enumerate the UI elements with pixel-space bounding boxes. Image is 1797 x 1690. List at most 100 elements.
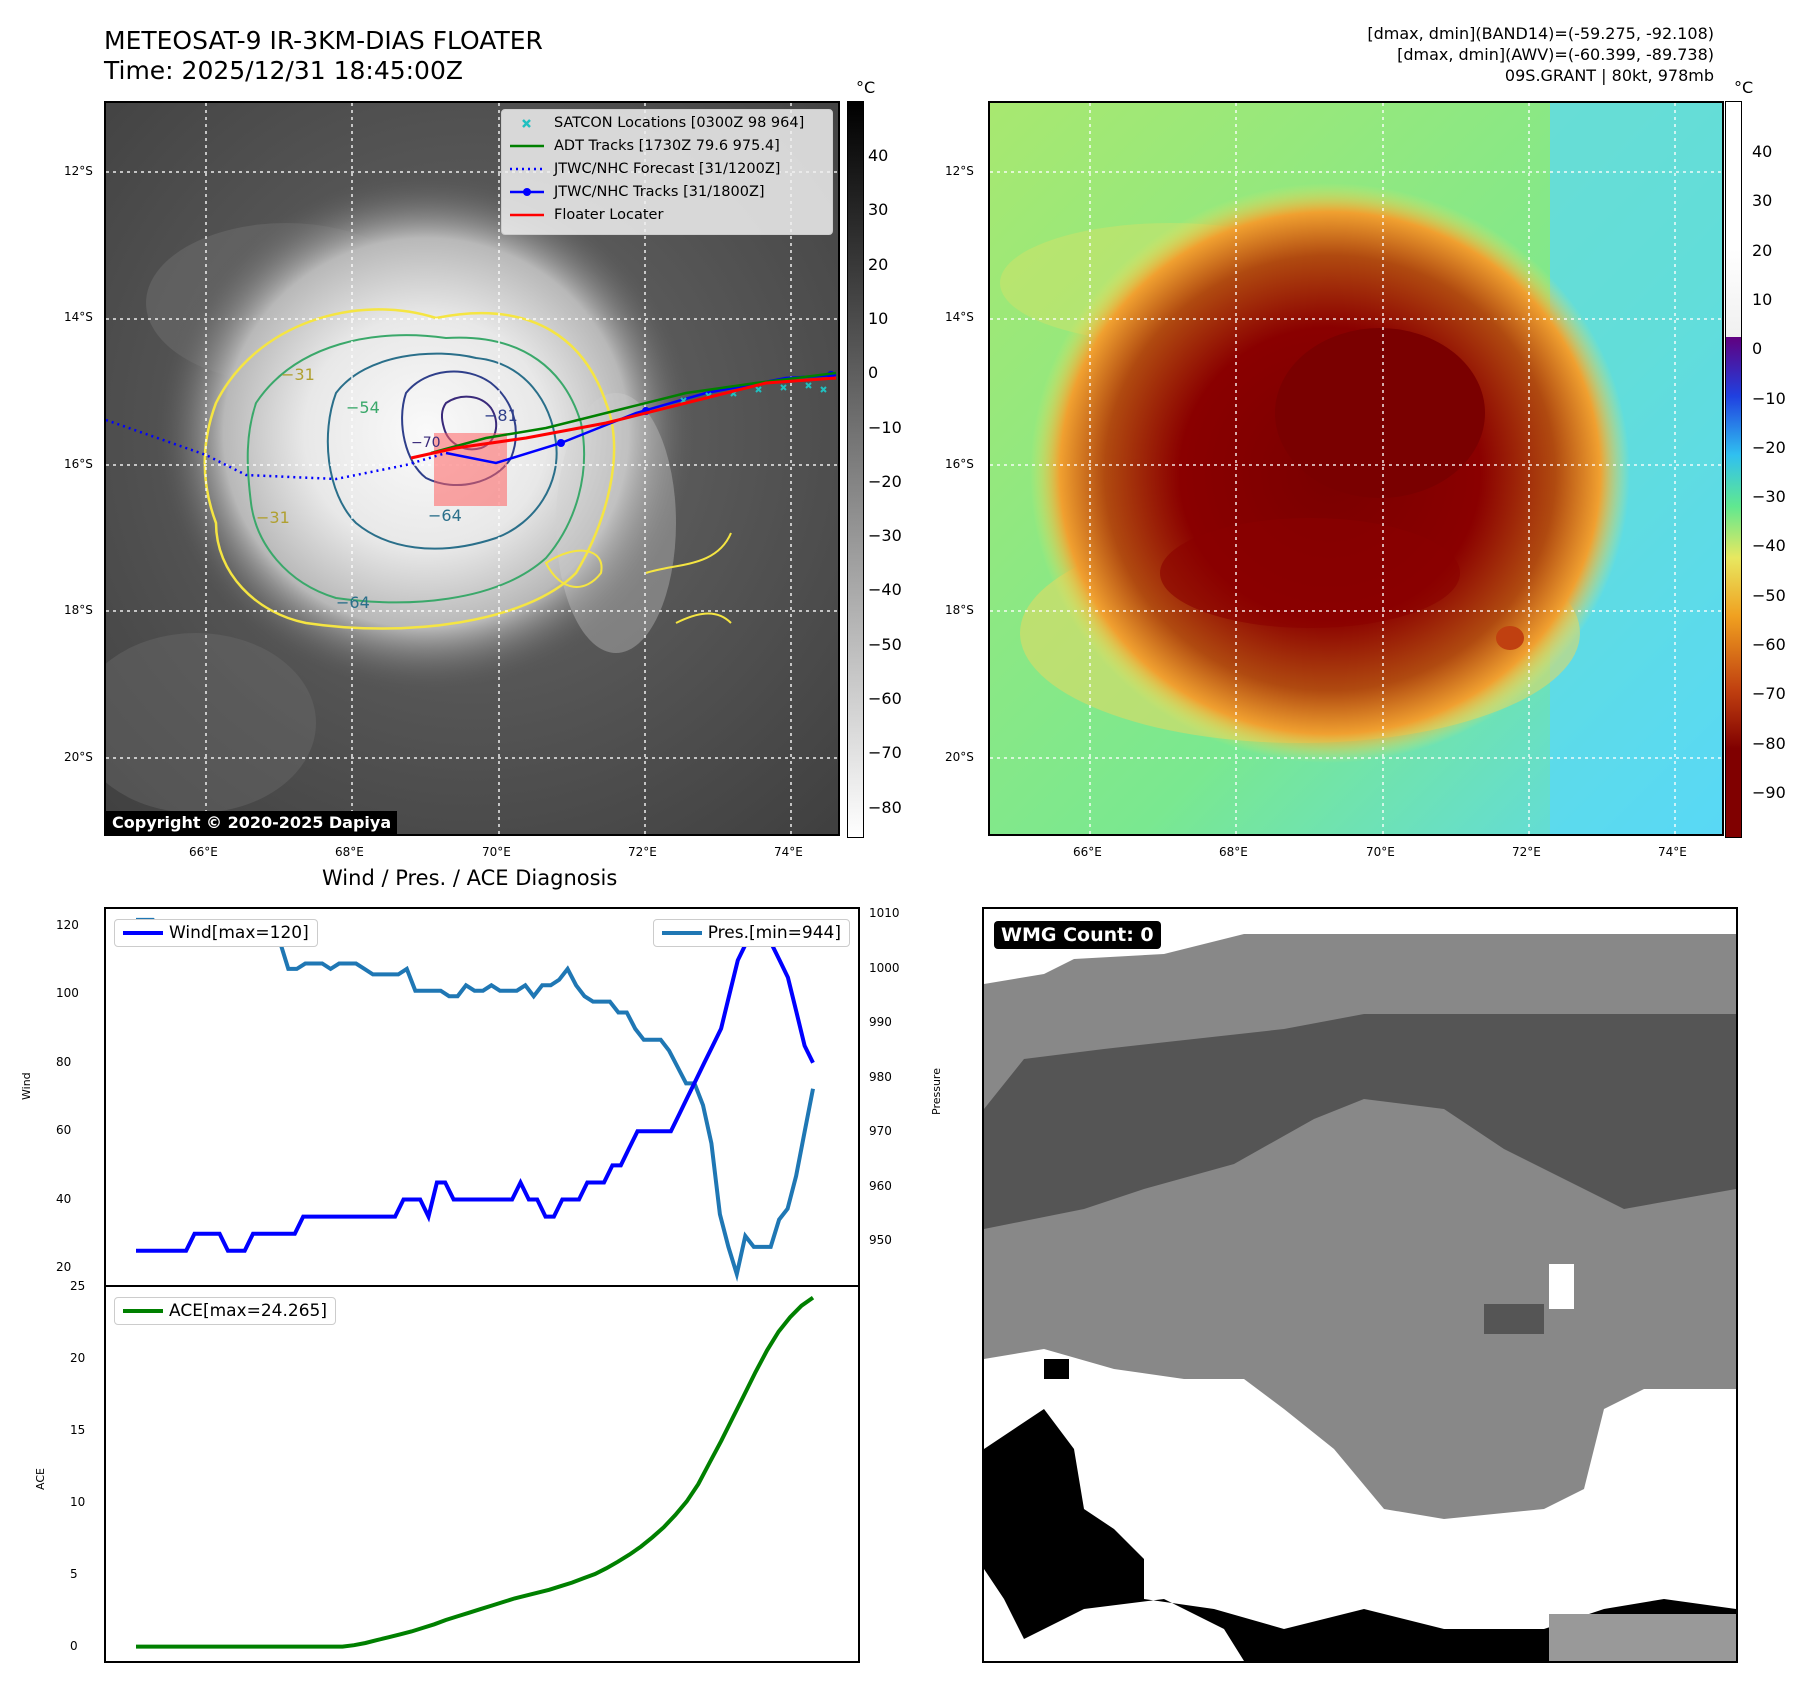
band14-range-text: [dmax, dmin](BAND14)=(-59.275, -92.108) <box>1367 24 1714 43</box>
awv-colorbar-tick: 0 <box>1752 339 1763 359</box>
pressure-legend-label: Pres.[min=944] <box>707 923 841 943</box>
pressure-tick-label: 980 <box>869 1069 892 1084</box>
ir-colorbar-tick: 10 <box>868 308 889 328</box>
pressure-axis-label: Pressure <box>930 1068 943 1115</box>
pressure-series-line <box>136 917 815 1282</box>
awv-colorbar-tick: 40 <box>1752 142 1773 161</box>
awv-colorbar-tick: 30 <box>1752 191 1773 211</box>
ir-lon-label: 72°E <box>628 845 657 859</box>
awv-lat-label: 18°S <box>945 603 974 617</box>
awv-lat-label: 12°S <box>945 164 974 178</box>
ace-tick-label: 0 <box>70 1638 78 1653</box>
ir-colorbar-tick: −20 <box>868 471 902 491</box>
wind-legend: Wind[max=120] <box>114 919 318 947</box>
figure-title: METEOSAT-9 IR-3KM-DIAS FLOATER <box>104 26 543 55</box>
awv-colorbar <box>1725 101 1742 838</box>
ir-lat-label: 20°S <box>64 750 93 764</box>
wind-tick-label: 120 <box>56 918 79 933</box>
wmg-count-badge: WMG Count: 0 <box>994 921 1161 949</box>
wind-legend-label: Wind[max=120] <box>169 923 309 943</box>
ir-colorbar-tick: 20 <box>868 254 889 274</box>
pressure-legend: Pres.[min=944] <box>652 919 850 947</box>
ace-tick-label: 15 <box>70 1422 86 1437</box>
legend-forecast-label: JTWC/NHC Forecast [31/1200Z] <box>554 161 781 177</box>
ir-colorbar <box>847 101 864 838</box>
awv-lat-label: 14°S <box>945 310 974 324</box>
ace-series-line <box>136 1295 815 1649</box>
awv-colorbar-tick: −20 <box>1752 437 1786 457</box>
awv-lon-label: 70°E <box>1366 845 1395 859</box>
ace-axis-label: ACE <box>34 1468 47 1490</box>
ace-tick-label: 5 <box>70 1566 78 1581</box>
ir-lon-label: 68°E <box>335 845 364 859</box>
ace-tick-label: 25 <box>70 1279 86 1293</box>
legend-satcon-label: SATCON Locations [0300Z 98 964] <box>554 115 805 131</box>
ir-lon-label: 66°E <box>189 845 218 859</box>
awv-lon-label: 74°E <box>1658 845 1687 859</box>
wind-tick-label: 80 <box>56 1054 72 1069</box>
pressure-tick-label: 1000 <box>869 960 900 975</box>
ace-tick-label: 10 <box>70 1494 86 1509</box>
contour-label-64b: −64 <box>336 593 370 612</box>
wind-tick-label: 40 <box>56 1191 72 1206</box>
ir-colorbar-tick: 30 <box>868 200 889 220</box>
ir-colorbar-tick: 0 <box>868 363 879 383</box>
ir-lat-label: 18°S <box>64 603 93 617</box>
ir-lat-label: 12°S <box>64 164 93 178</box>
wind-legend-swatch <box>123 931 163 935</box>
awv-colorbar-tick: −10 <box>1752 388 1786 408</box>
ace-legend-label: ACE[max=24.265] <box>169 1301 327 1321</box>
legend-satcon-marker <box>522 119 531 128</box>
ir-satellite-image: −81 −64 −64 −54 −31 −31 −70 SATCON Locat… <box>104 101 840 836</box>
wind-series-line <box>136 922 815 1253</box>
wind-axis-label: Wind <box>20 1072 33 1100</box>
contour-label-31b: −31 <box>256 508 290 527</box>
wind-tick-label: 100 <box>56 986 79 1001</box>
ir-lat-label: 14°S <box>64 310 93 324</box>
ir-legend: SATCON Locations [0300Z 98 964] ADT Trac… <box>501 109 833 235</box>
ir-lat-label: 16°S <box>64 457 93 471</box>
wind-pressure-svg <box>136 917 815 1282</box>
contour-label-81: −81 <box>484 406 518 425</box>
awv-colorbar-tick: −40 <box>1752 536 1786 556</box>
legend-track-label: JTWC/NHC Tracks [31/1800Z] <box>554 184 765 200</box>
ir-colorbar-tick: −30 <box>868 526 902 546</box>
figure-time: Time: 2025/12/31 18:45:00Z <box>104 56 463 85</box>
awv-range-text: [dmax, dmin](AWV)=(-60.399, -89.738) <box>1397 45 1714 64</box>
wind-tick-label: 20 <box>56 1259 72 1274</box>
ace-tick-label: 20 <box>70 1350 86 1365</box>
awv-lon-label: 66°E <box>1073 845 1102 859</box>
pressure-legend-swatch <box>661 931 702 935</box>
awv-satellite-image <box>988 101 1724 836</box>
pressure-tick-label: 1010 <box>869 906 900 921</box>
ace-chart: ACE[max=24.265] <box>104 1285 860 1663</box>
wmg-image-svg <box>984 909 1736 1661</box>
pressure-tick-label: 990 <box>869 1015 892 1030</box>
pressure-tick-label: 950 <box>869 1233 892 1248</box>
awv-lat-label: 20°S <box>945 750 974 764</box>
ir-lon-label: 70°E <box>482 845 511 859</box>
awv-colorbar-tick: −30 <box>1752 487 1786 507</box>
copyright-badge: Copyright © 2020-2025 Dapiya <box>106 811 398 834</box>
ir-colorbar-tick: −80 <box>868 797 902 817</box>
ir-colorbar-tick: −60 <box>868 689 902 708</box>
ir-colorbar-tick: −70 <box>868 743 902 763</box>
awv-lat-label: 16°S <box>945 457 974 471</box>
pressure-tick-label: 970 <box>869 1124 892 1139</box>
ir-lon-label: 74°E <box>774 845 803 859</box>
ace-legend-swatch <box>123 1309 163 1313</box>
awv-colorbar-tick: 20 <box>1752 240 1773 260</box>
floater-box <box>434 433 507 506</box>
ir-colorbar-tick: 40 <box>868 146 889 165</box>
contour-label-64: −64 <box>428 506 462 525</box>
contour-label-54: −54 <box>346 398 380 417</box>
wind-pressure-chart: Wind[max=120] Pres.[min=944] <box>104 907 860 1287</box>
diagnosis-title: Wind / Pres. / ACE Diagnosis <box>322 866 618 890</box>
pressure-tick-label: 960 <box>869 1178 892 1193</box>
ace-svg <box>136 1295 815 1649</box>
legend-markers <box>510 119 544 217</box>
legend-adt-label: ADT Tracks [1730Z 79.6 975.4] <box>554 138 780 154</box>
contour-label-70: −70 <box>411 435 441 451</box>
ir-colorbar-tick: −10 <box>868 417 902 437</box>
ir-colorbar-tick: −50 <box>868 634 902 654</box>
